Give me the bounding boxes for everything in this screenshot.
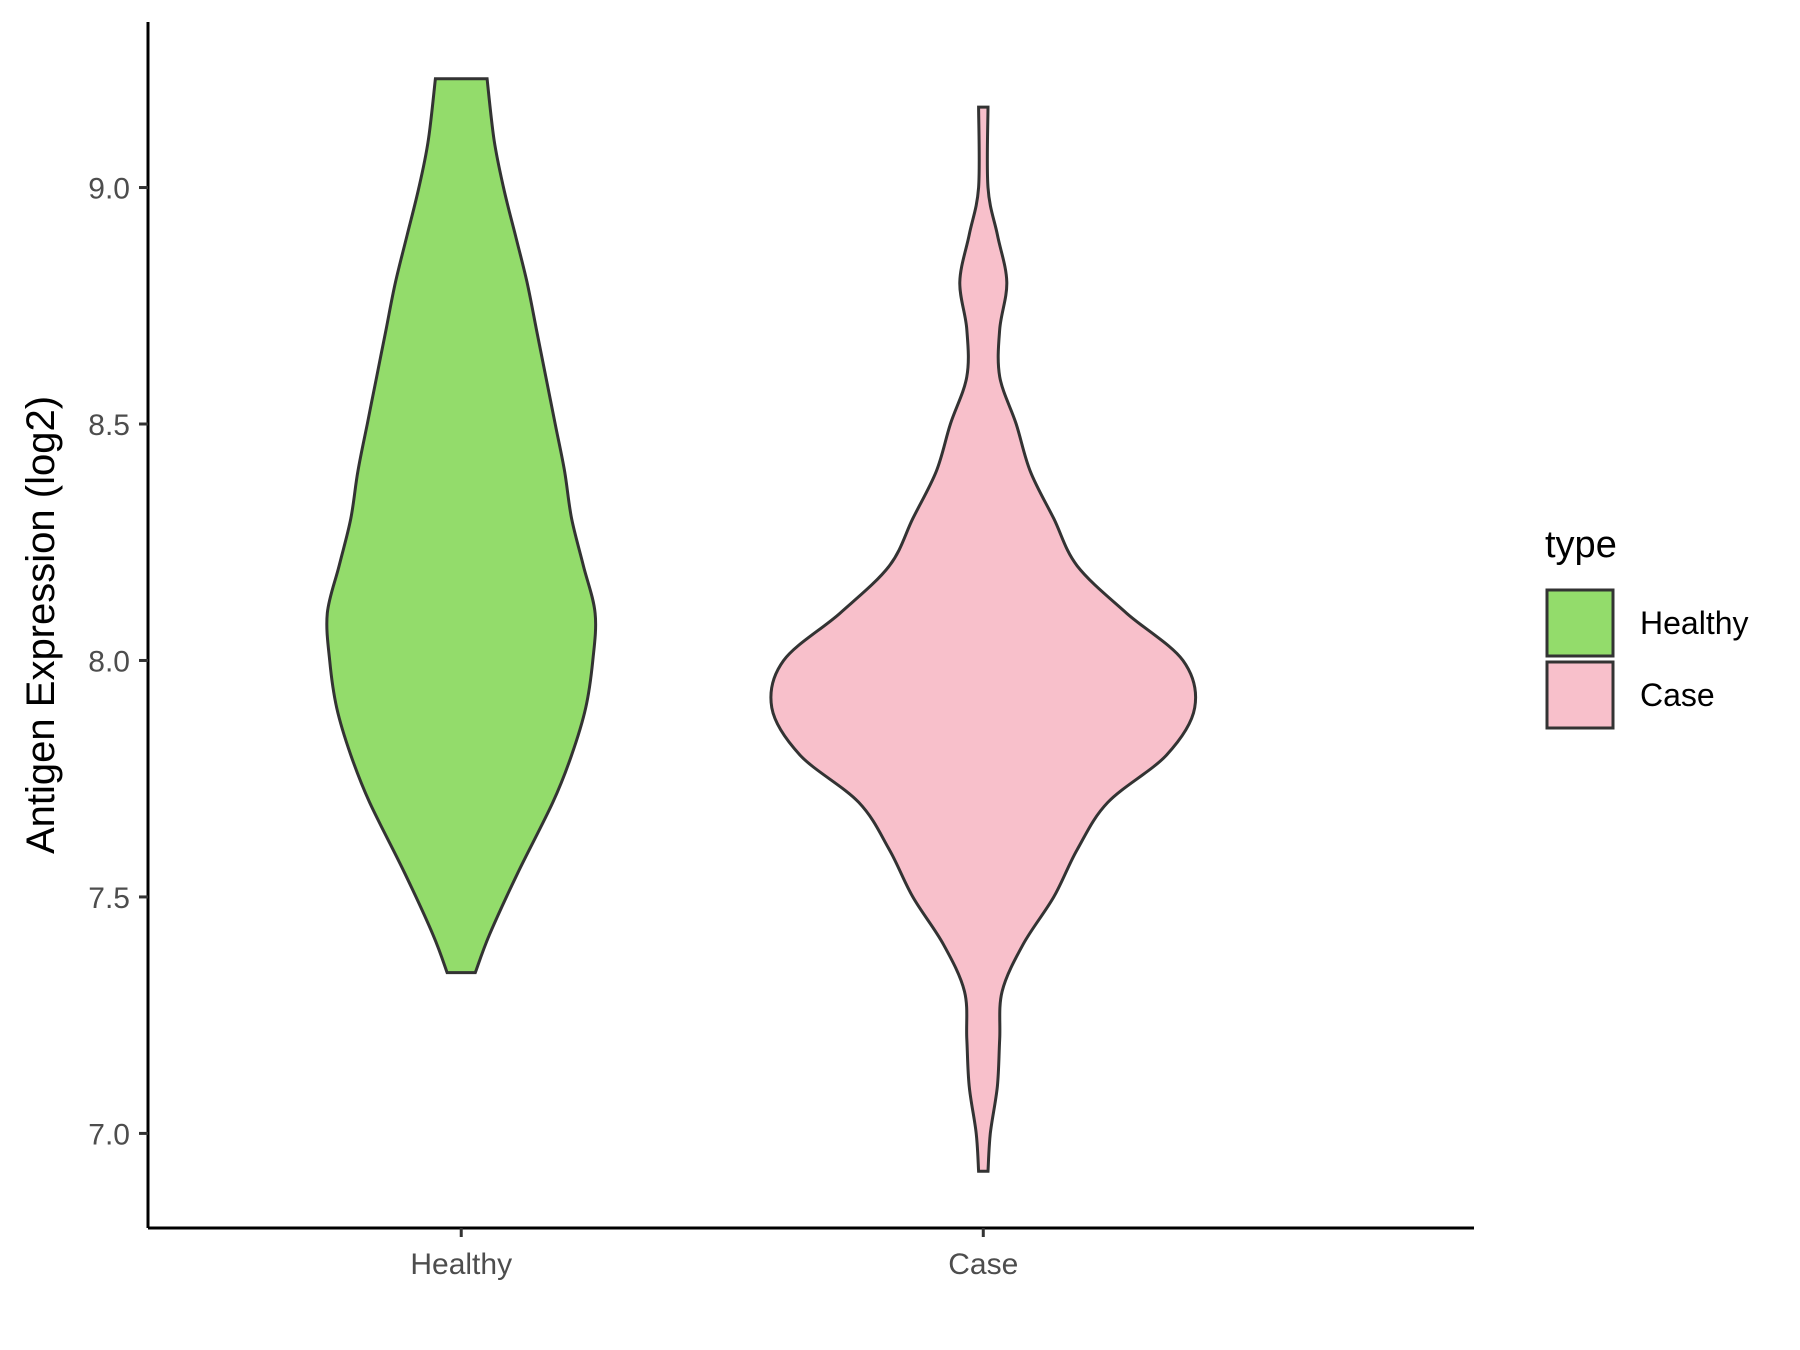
legend-title: type (1545, 524, 1617, 566)
x-tick-label: Case (948, 1248, 1018, 1281)
y-tick-label: 8.0 (88, 645, 130, 678)
legend-key-case (1545, 660, 1615, 730)
legend-key-healthy (1545, 588, 1615, 658)
x-tick-label: Healthy (410, 1248, 512, 1281)
y-axis-ticks: 7.0 7.5 8.0 8.5 9.0 (88, 173, 148, 1151)
violin-case (769, 105, 1198, 1173)
legend: type Healthy Case (1545, 524, 1749, 730)
legend-label-case: Case (1640, 677, 1715, 713)
legend-label-healthy: Healthy (1640, 605, 1749, 641)
y-tick-label: 9.0 (88, 173, 130, 206)
violin-healthy (325, 77, 598, 975)
y-axis-title: Antigen Expression (log2) (19, 396, 63, 854)
axes (146, 22, 1474, 1230)
plot-area (325, 77, 1198, 1173)
x-axis-ticks: Healthy Case (410, 1228, 1018, 1281)
y-tick-label: 7.0 (88, 1118, 130, 1151)
y-tick-label: 8.5 (88, 409, 130, 442)
y-tick-label: 7.5 (88, 882, 130, 915)
